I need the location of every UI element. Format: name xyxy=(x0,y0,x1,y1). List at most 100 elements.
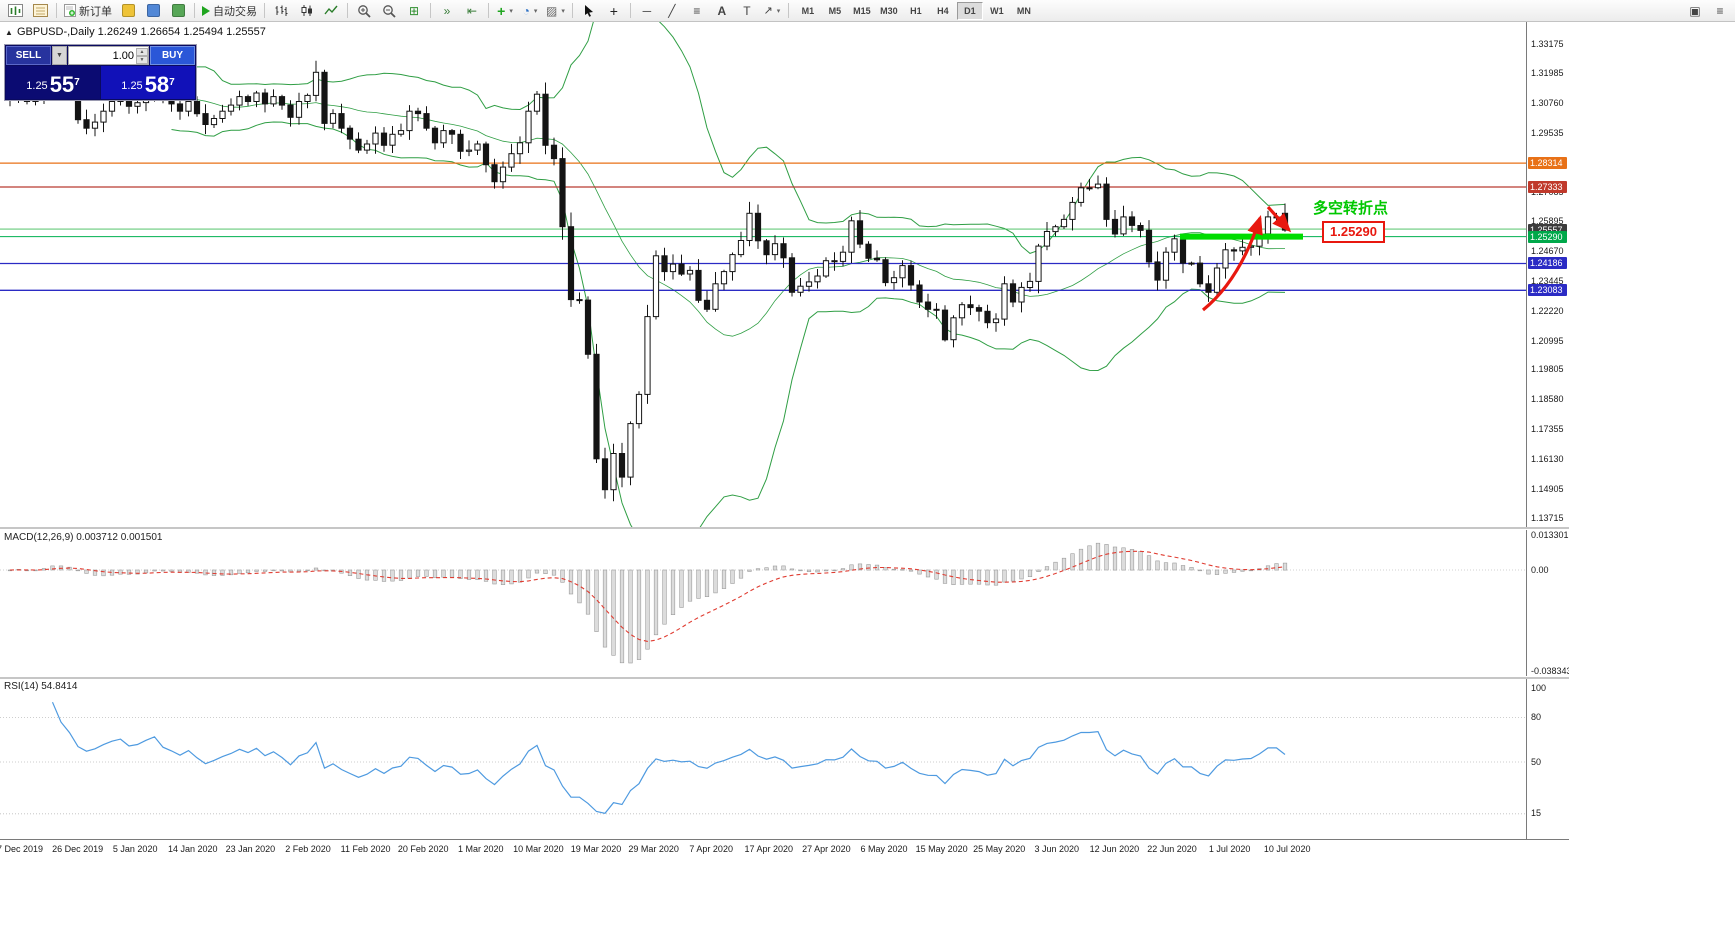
toolbar-separator xyxy=(56,3,57,18)
autotrading-button[interactable]: 自动交易 xyxy=(199,2,260,20)
macd-indicator-label: MACD(12,26,9) 0.003712 0.001501 xyxy=(4,532,163,543)
time-axis-label: 25 May 2020 xyxy=(973,844,1026,854)
sell-price-box[interactable]: 1.25 55 7 xyxy=(6,66,100,99)
chart-title: GBPUSD-,Daily 1.26249 1.26654 1.25494 1.… xyxy=(17,26,266,38)
tile-windows-icon[interactable]: ⊞ xyxy=(408,3,420,18)
text-tool-button[interactable]: A xyxy=(717,3,727,18)
timeframe-button-h1[interactable]: H1 xyxy=(910,5,922,16)
toolbar-separator xyxy=(430,3,431,18)
one-click-toggle-icon[interactable]: ▲ xyxy=(5,28,13,37)
buy-button[interactable]: BUY xyxy=(150,46,195,65)
toolbar-menu-icon[interactable]: ≡ xyxy=(1716,3,1724,18)
ohlc-bars-icon[interactable] xyxy=(269,2,293,20)
buy-price-small: 1.25 xyxy=(121,80,143,92)
time-axis-label: 19 Mar 2020 xyxy=(570,844,622,854)
macd-axis[interactable]: 0.013301 0.00 -0.038343 xyxy=(1526,530,1569,676)
time-axis-label: 5 Jan 2020 xyxy=(112,844,158,854)
timeframe-button-m5[interactable]: M5 xyxy=(828,5,842,16)
price-axis-label: 1.17355 xyxy=(1531,424,1564,435)
line-chart-icon[interactable] xyxy=(319,2,343,20)
price-tag: 1.28314 xyxy=(1528,157,1567,170)
horizontal-line-icon[interactable]: ─ xyxy=(642,3,652,18)
price-axis-label: 1.29535 xyxy=(1531,127,1564,138)
rsi-axis-label: 80 xyxy=(1531,712,1542,723)
time-axis-label: 1 Mar 2020 xyxy=(458,844,504,854)
price-axis-label: 1.23445 xyxy=(1531,275,1564,286)
buy-price-big: 58 xyxy=(144,72,170,97)
main-chart[interactable] xyxy=(0,22,1526,527)
timeframe-button-h4[interactable]: H4 xyxy=(937,5,949,16)
price-axis-label: 1.22220 xyxy=(1531,305,1564,316)
volume-up-icon[interactable]: ▲ xyxy=(136,47,148,56)
rsi-axis[interactable]: 100 80 50 15 xyxy=(1526,679,1569,839)
new-order-button[interactable]: 新订单 xyxy=(61,2,115,20)
price-tag: 1.23083 xyxy=(1528,284,1567,297)
timeframe-button-m30[interactable]: M30 xyxy=(880,5,898,16)
market-watch-icon[interactable] xyxy=(116,2,140,20)
price-axis-label: 1.18580 xyxy=(1531,394,1564,405)
rsi-indicator-label: RSI(14) 54.8414 xyxy=(4,681,78,692)
time-axis-label: 3 Jun 2020 xyxy=(1034,844,1080,854)
dock-window-icon[interactable]: ▣ xyxy=(1689,3,1701,18)
periods-button[interactable]: ◔ ▾ xyxy=(522,3,538,18)
templates-button[interactable]: ▨ ▾ xyxy=(546,3,565,18)
label-tool-button[interactable]: T xyxy=(743,3,751,18)
timeframe-button-d1[interactable]: D1 xyxy=(956,1,983,20)
buy-price-box[interactable]: 1.25 58 7 xyxy=(101,66,195,99)
volume-input[interactable] xyxy=(69,49,136,62)
price-tag: 1.24186 xyxy=(1528,257,1567,270)
trendline-icon[interactable]: ╱ xyxy=(668,3,676,18)
macd-axis-label: -0.038343 xyxy=(1531,665,1569,676)
new-chart-icon[interactable] xyxy=(3,2,27,20)
macd-axis-label: 0.013301 xyxy=(1531,530,1569,540)
indicators-button[interactable]: + ▾ xyxy=(497,2,513,19)
crosshair-icon[interactable]: + xyxy=(609,2,618,19)
sell-button[interactable]: SELL xyxy=(6,46,51,65)
price-axis-label: 1.33175 xyxy=(1531,39,1564,50)
turning-point-annotation: 多空转折点 xyxy=(1313,200,1389,217)
one-click-trading-panel: SELL ▼ ▲ ▼ BUY 1.25 55 7 1.25 58 7 xyxy=(4,44,197,101)
arrows-tool-button[interactable]: ↗ ▾ xyxy=(763,5,781,17)
price-axis-label: 1.20995 xyxy=(1531,335,1564,346)
cursor-icon[interactable] xyxy=(577,2,601,20)
navigator-icon[interactable] xyxy=(141,2,165,20)
rsi-chart[interactable] xyxy=(0,679,1526,839)
buy-price-sup: 7 xyxy=(169,77,175,88)
toolbar-separator xyxy=(264,3,265,18)
terminal-icon[interactable] xyxy=(166,2,190,20)
toolbar-separator xyxy=(629,3,631,18)
autotrading-play-icon xyxy=(202,5,210,16)
new-order-icon xyxy=(64,4,76,17)
time-axis-label: 15 May 2020 xyxy=(915,844,968,854)
toolbar-separator xyxy=(571,3,573,18)
volume-preset-dropdown[interactable]: ▼ xyxy=(52,46,67,65)
toolbar-separator xyxy=(347,3,348,18)
time-axis[interactable]: 7 Dec 2019 26 Dec 2019 5 Jan 2020 14 Jan 20… xyxy=(0,839,1569,860)
timeframe-button-mn[interactable]: MN xyxy=(1016,5,1031,16)
timeframe-button-w1[interactable]: W1 xyxy=(990,5,1004,16)
time-axis-label: 27 Apr 2020 xyxy=(802,844,851,854)
new-order-label: 新订单 xyxy=(79,5,112,18)
timeframe-button-m15[interactable]: M15 xyxy=(853,5,871,16)
auto-scroll-icon[interactable]: » xyxy=(443,3,451,18)
zoom-in-icon[interactable] xyxy=(352,2,376,20)
panel-splitter[interactable] xyxy=(0,527,1569,529)
time-axis-label: 12 Jun 2020 xyxy=(1089,844,1140,854)
timeframe-button-m1[interactable]: M1 xyxy=(801,5,815,16)
autotrading-label: 自动交易 xyxy=(213,5,257,18)
volume-down-icon[interactable]: ▼ xyxy=(136,55,148,64)
candlesticks-icon[interactable] xyxy=(294,2,318,20)
sell-price-small: 1.25 xyxy=(26,80,48,92)
macd-chart[interactable] xyxy=(0,530,1526,676)
profiles-icon[interactable] xyxy=(28,2,52,20)
arrow-glyph-icon: ↗ xyxy=(763,5,773,17)
time-axis-label: 2 Feb 2020 xyxy=(285,844,331,854)
panel-splitter[interactable] xyxy=(0,677,1569,679)
price-axis-label: 1.30760 xyxy=(1531,98,1564,109)
zoom-out-icon[interactable] xyxy=(377,2,401,20)
main-price-axis[interactable]: 1.331751.319851.307601.295351.283101.270… xyxy=(1526,22,1569,527)
chart-shift-icon[interactable]: ⇤ xyxy=(466,3,478,18)
fibonacci-icon[interactable]: ≡ xyxy=(693,3,701,18)
toolbar: 新订单 自动交易 ⊞ » ⇤ + ▾ ◔ ▾ ▨ ▾ + ─ ╱ ≡ A T ↗ ▾ M… xyxy=(0,0,1735,22)
